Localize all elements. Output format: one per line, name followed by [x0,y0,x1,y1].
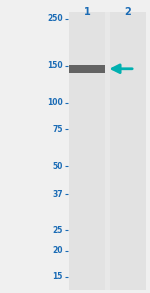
Text: 100: 100 [47,98,63,107]
Text: 250: 250 [47,14,63,23]
Text: 2: 2 [124,7,131,17]
Bar [110,12,146,290]
Bar [69,12,105,290]
Text: 75: 75 [52,125,63,134]
Text: 15: 15 [53,272,63,282]
Text: 150: 150 [47,61,63,70]
Bar [69,65,105,73]
Text: 1: 1 [84,7,90,17]
Text: 20: 20 [52,246,63,255]
Text: 25: 25 [53,226,63,235]
Text: 50: 50 [53,162,63,171]
Bar [69,12,146,290]
Text: 37: 37 [52,190,63,199]
